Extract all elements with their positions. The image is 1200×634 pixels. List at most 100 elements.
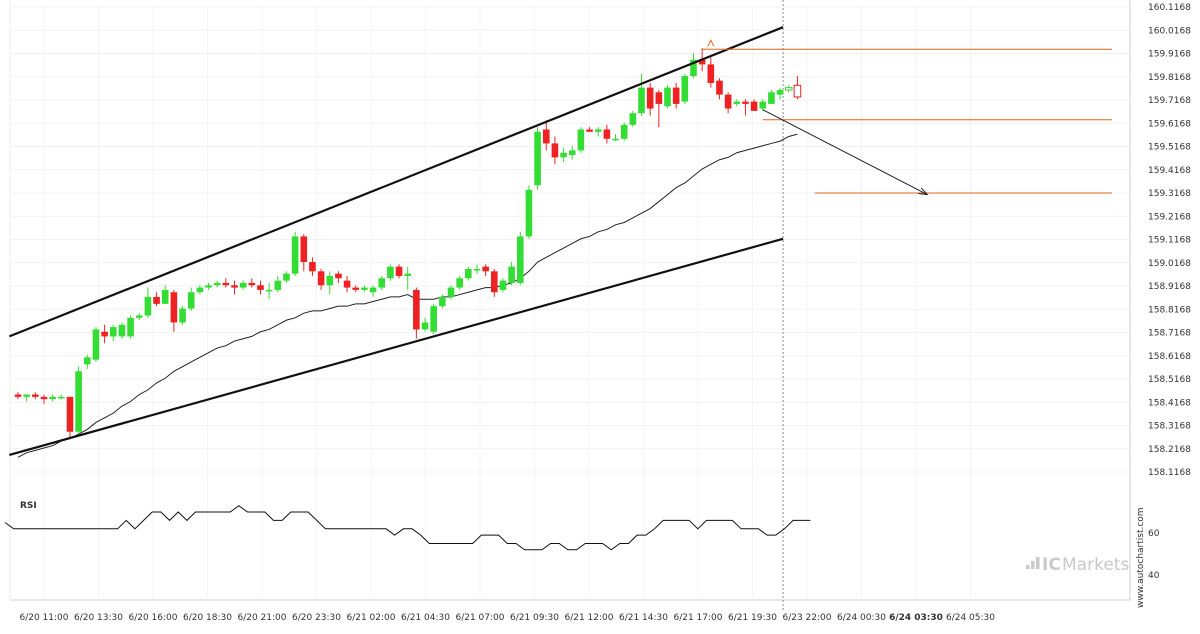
candle-body-down — [491, 271, 498, 293]
candle-body-up — [776, 89, 784, 95]
candle — [118, 322, 126, 339]
candle — [672, 82, 680, 109]
candle — [542, 120, 550, 151]
candle — [681, 73, 689, 104]
candle — [612, 134, 619, 142]
candle — [14, 392, 22, 400]
candle — [326, 271, 334, 295]
candle — [361, 285, 368, 293]
candle-body-down — [672, 87, 680, 104]
candle-body-down — [750, 101, 758, 111]
candle — [40, 394, 48, 404]
candle-body-up — [161, 289, 169, 304]
candle-body-up — [83, 357, 91, 365]
time-tick-label: 6/20 23:30 — [292, 613, 341, 623]
candle — [135, 313, 143, 321]
candle-body-down — [309, 262, 316, 272]
candle-body-down — [40, 396, 48, 400]
candle-body-up — [265, 289, 273, 292]
candle — [456, 275, 463, 290]
candle-body-down — [257, 285, 264, 290]
price-tick-label: 159.9168 — [1148, 50, 1191, 60]
time-tick-label: 6/21 02:00 — [346, 613, 395, 623]
candle-body-up — [664, 87, 671, 107]
time-tick-label: 6/20 11:00 — [19, 613, 68, 623]
candle — [387, 264, 394, 281]
candle — [646, 82, 654, 116]
candle — [161, 285, 169, 304]
candle — [447, 285, 455, 300]
price-tick-label: 160.0168 — [1148, 26, 1191, 36]
candle — [620, 122, 628, 142]
candle — [231, 280, 238, 295]
candle — [655, 89, 663, 128]
candle-body-up — [560, 152, 567, 158]
candle-body-up — [369, 287, 377, 293]
candle-body-down — [646, 87, 654, 109]
candle-body-down — [343, 280, 351, 288]
candle-body-up — [577, 129, 585, 151]
candles-group — [14, 48, 802, 439]
candle-body-up — [456, 278, 463, 288]
candle-body-down — [542, 129, 550, 144]
candle-body-up — [534, 131, 541, 186]
channel-upper-line — [8, 26, 784, 338]
candle — [49, 394, 56, 402]
candle — [733, 99, 741, 107]
breakout-marker — [707, 39, 715, 47]
candle — [473, 264, 481, 274]
candle-body-down — [586, 129, 593, 132]
candle-body-up — [681, 76, 689, 102]
time-tick-label: 6/21 04:30 — [401, 613, 450, 623]
time-tick-label: 6/24 03:30 — [889, 613, 943, 623]
candle-body-down — [716, 80, 723, 95]
side-watermark: www.autochartist.com — [1136, 507, 1146, 608]
candle — [317, 268, 325, 290]
candle-body-up — [768, 92, 775, 104]
brand-logo-bar — [1031, 561, 1035, 569]
candle — [793, 76, 802, 100]
candle-body-down — [14, 394, 22, 397]
candle — [430, 303, 437, 335]
candle — [23, 394, 30, 402]
candle-body-up — [144, 296, 152, 316]
candle — [335, 271, 342, 283]
candle — [664, 85, 671, 109]
candle-body-down — [413, 289, 420, 330]
price-tick-label: 158.2168 — [1148, 445, 1191, 455]
candle-body-up — [274, 280, 282, 290]
grid — [10, 0, 1130, 610]
time-tick-label: 6/21 17:00 — [673, 613, 722, 623]
candle-body-down — [352, 287, 360, 290]
candle — [239, 280, 247, 290]
candle-body-up — [620, 124, 628, 139]
candle — [560, 148, 567, 163]
projection-arrow-head — [918, 187, 929, 196]
candle — [395, 264, 403, 279]
price-tick-label: 159.2168 — [1148, 212, 1191, 222]
candle — [577, 127, 585, 153]
candle — [196, 285, 204, 295]
price-axis: 160.1168 160.0168 159.9168 159.8168 159.7168… — [1148, 3, 1191, 478]
price-tick-label: 159.4168 — [1148, 166, 1191, 176]
rsi-line — [4, 505, 811, 551]
candle-body-down — [66, 396, 74, 432]
candle — [32, 392, 39, 400]
candle — [508, 262, 515, 286]
candle-body-up — [404, 273, 411, 276]
candle-body-up — [784, 87, 793, 91]
candle-body-down — [724, 94, 732, 109]
candle-body-up — [179, 308, 186, 323]
candle-body-up — [75, 371, 82, 432]
candle — [92, 327, 100, 362]
rsi-tick-label: 40 — [1148, 571, 1160, 581]
candle-body-up — [508, 266, 515, 283]
candle — [213, 280, 221, 288]
candle-body-up — [421, 322, 429, 330]
candle-body-up — [49, 396, 56, 400]
candle — [153, 292, 160, 307]
candle-body-up — [516, 236, 524, 283]
time-axis: 6/20 11:00 6/20 13:30 6/20 16:00 6/20 18:30… — [19, 613, 995, 623]
time-tick-label: 6/20 16:00 — [128, 613, 177, 623]
